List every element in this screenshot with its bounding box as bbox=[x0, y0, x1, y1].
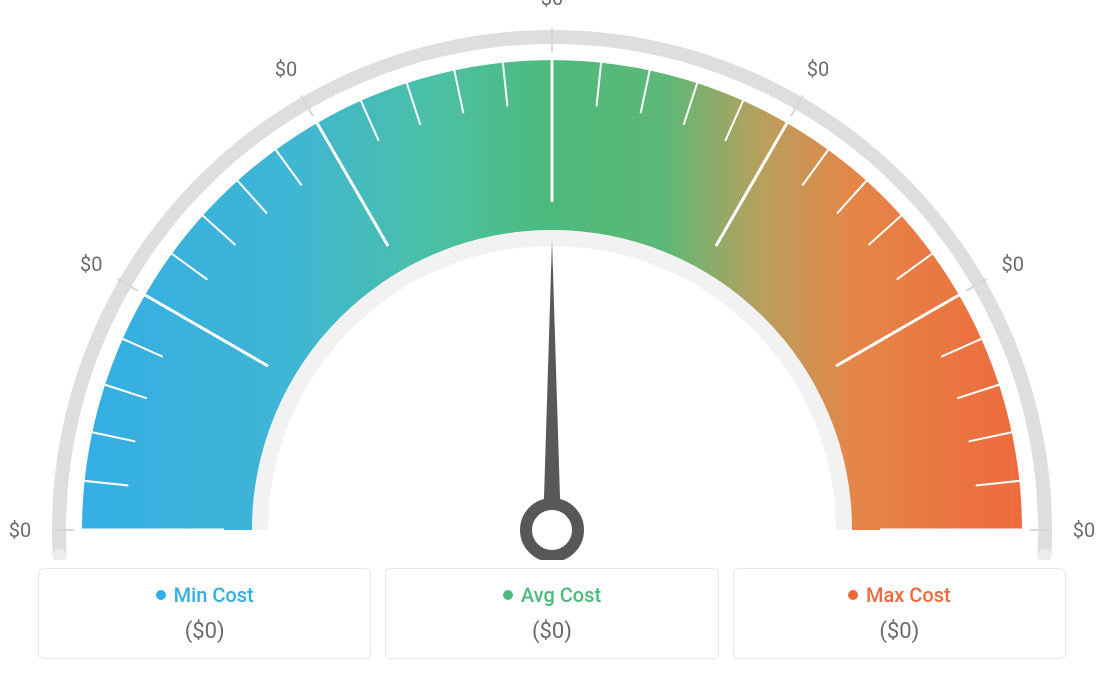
legend-row: Min Cost ($0) Avg Cost ($0) Max Cost ($0… bbox=[38, 568, 1066, 659]
gauge-tick-label: $0 bbox=[807, 57, 829, 81]
legend-label-max: Max Cost bbox=[866, 583, 951, 607]
legend-title-min: Min Cost bbox=[156, 583, 254, 607]
legend-card-min: Min Cost ($0) bbox=[38, 568, 371, 659]
cost-gauge-chart: $0 $0 $0 $0 $0 $0 $0 Min Cost ($0) Avg Cost ($… bbox=[0, 0, 1104, 690]
gauge-tick-label: $0 bbox=[541, 0, 563, 10]
legend-dot-max bbox=[848, 590, 858, 600]
legend-value-avg: ($0) bbox=[396, 619, 707, 644]
legend-value-max: ($0) bbox=[744, 619, 1055, 644]
legend-value-min: ($0) bbox=[49, 619, 360, 644]
legend-label-min: Min Cost bbox=[174, 583, 254, 607]
legend-dot-avg bbox=[503, 590, 513, 600]
gauge-tick-label: $0 bbox=[275, 57, 297, 81]
legend-card-avg: Avg Cost ($0) bbox=[385, 568, 718, 659]
gauge-tick-label: $0 bbox=[9, 518, 31, 542]
gauge-area: $0 $0 $0 $0 $0 $0 $0 bbox=[0, 0, 1104, 560]
gauge-svg bbox=[52, 0, 1052, 560]
gauge-tick-label: $0 bbox=[1073, 518, 1095, 542]
gauge-tick-label: $0 bbox=[1001, 252, 1023, 276]
legend-card-max: Max Cost ($0) bbox=[733, 568, 1066, 659]
legend-dot-min bbox=[156, 590, 166, 600]
legend-title-max: Max Cost bbox=[848, 583, 951, 607]
gauge-tick-label: $0 bbox=[80, 252, 102, 276]
legend-label-avg: Avg Cost bbox=[521, 583, 601, 607]
legend-title-avg: Avg Cost bbox=[503, 583, 601, 607]
